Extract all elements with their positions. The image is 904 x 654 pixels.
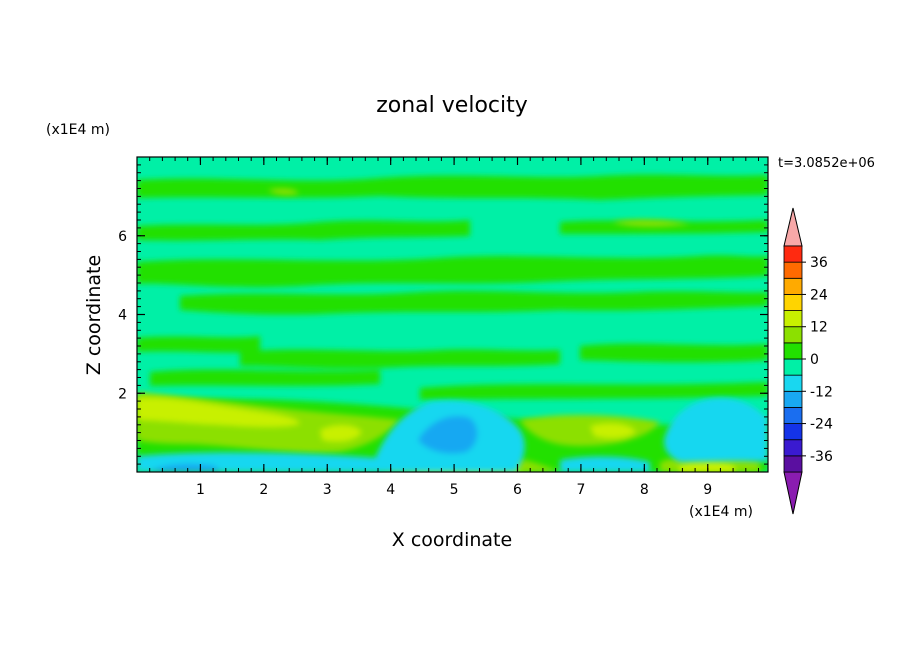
x-axis: 1 2 3 4 5 6 7 8 9 xyxy=(196,157,712,498)
x-unit-label: (x1E4 m) xyxy=(689,504,753,520)
colorbar-swatch xyxy=(783,245,803,263)
x-tick-label: 5 xyxy=(450,482,459,498)
colorbar-tick-label: 36 xyxy=(810,255,828,271)
colorbar-swatch xyxy=(783,326,803,344)
colorbar-swatch xyxy=(783,310,803,328)
y-tick-label: 4 xyxy=(118,308,127,324)
colorbar-swatch xyxy=(783,358,803,376)
colorbar-extend-top xyxy=(783,207,803,247)
colorbar-extend-bottom xyxy=(783,471,803,515)
x-tick-label: 1 xyxy=(196,482,205,498)
colorbar-swatch xyxy=(783,423,803,441)
x-tick-label: 7 xyxy=(576,482,585,498)
x-tick-label: 3 xyxy=(323,482,332,498)
y-unit-label: (x1E4 m) xyxy=(46,122,110,138)
colorbar-swatch xyxy=(783,294,803,311)
colorbar-swatch xyxy=(783,390,803,408)
x-tick-label: 8 xyxy=(640,482,649,498)
colorbar-tick-label: 0 xyxy=(810,352,819,368)
x-tick-label: 4 xyxy=(386,482,395,498)
colorbar-swatch xyxy=(783,261,803,279)
colorbar-tick-label: -24 xyxy=(810,417,833,433)
y-tick-label: 6 xyxy=(118,229,127,245)
y-axis: 2 4 6 xyxy=(118,229,768,402)
y-tick-label: 2 xyxy=(118,386,127,402)
y-axis-label: Z coordinate xyxy=(83,255,105,375)
colorbar-tick-label: 24 xyxy=(810,287,828,303)
x-axis-label: X coordinate xyxy=(392,529,512,551)
colorbar-swatch xyxy=(783,342,803,360)
colorbar-swatch xyxy=(783,455,803,473)
colorbar-swatch xyxy=(783,439,803,457)
time-label: t=3.0852e+06 xyxy=(778,156,875,171)
colorbar-tick-label: 12 xyxy=(810,320,828,336)
colorbar-swatch xyxy=(783,277,803,295)
colorbar-tick-label: -12 xyxy=(810,384,833,400)
colorbar-swatch xyxy=(783,374,803,392)
heatmap-field xyxy=(137,157,768,472)
colorbar-swatch xyxy=(783,407,803,424)
negative-regions xyxy=(137,398,768,472)
x-tick-label: 6 xyxy=(513,482,522,498)
x-tick-label: 9 xyxy=(703,482,712,498)
chart-title: zonal velocity xyxy=(376,93,528,118)
colorbar: 36 24 12 0 -12 -24 -36 xyxy=(783,207,833,515)
x-tick-label: 2 xyxy=(259,482,268,498)
colorbar-tick-label: -36 xyxy=(810,449,833,465)
